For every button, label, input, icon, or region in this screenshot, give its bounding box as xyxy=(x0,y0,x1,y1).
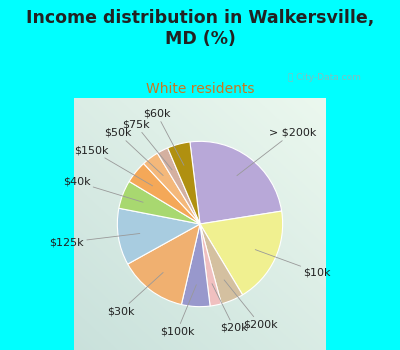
Wedge shape xyxy=(182,224,210,307)
Text: $200k: $200k xyxy=(224,280,277,329)
Text: > $200k: > $200k xyxy=(237,128,316,176)
Wedge shape xyxy=(158,148,200,224)
Text: $10k: $10k xyxy=(255,250,331,277)
Text: $125k: $125k xyxy=(50,233,140,247)
Wedge shape xyxy=(117,208,200,264)
Text: $100k: $100k xyxy=(160,285,196,336)
Text: $30k: $30k xyxy=(107,272,163,316)
Wedge shape xyxy=(144,153,200,224)
Wedge shape xyxy=(119,181,200,224)
Text: $20k: $20k xyxy=(212,284,248,333)
Text: Ⓣ City-Data.com: Ⓣ City-Data.com xyxy=(288,73,361,82)
Wedge shape xyxy=(200,224,221,306)
Wedge shape xyxy=(200,211,283,295)
Text: $150k: $150k xyxy=(74,145,152,186)
Wedge shape xyxy=(129,163,200,224)
Text: $40k: $40k xyxy=(63,177,143,202)
Wedge shape xyxy=(128,224,200,304)
Text: $60k: $60k xyxy=(143,109,184,165)
Text: Income distribution in Walkersville,
MD (%): Income distribution in Walkersville, MD … xyxy=(26,9,374,48)
Wedge shape xyxy=(200,224,242,304)
Wedge shape xyxy=(168,142,200,224)
Text: $50k: $50k xyxy=(104,128,163,175)
Text: $75k: $75k xyxy=(122,120,172,170)
Text: White residents: White residents xyxy=(146,82,254,96)
Wedge shape xyxy=(190,141,282,224)
